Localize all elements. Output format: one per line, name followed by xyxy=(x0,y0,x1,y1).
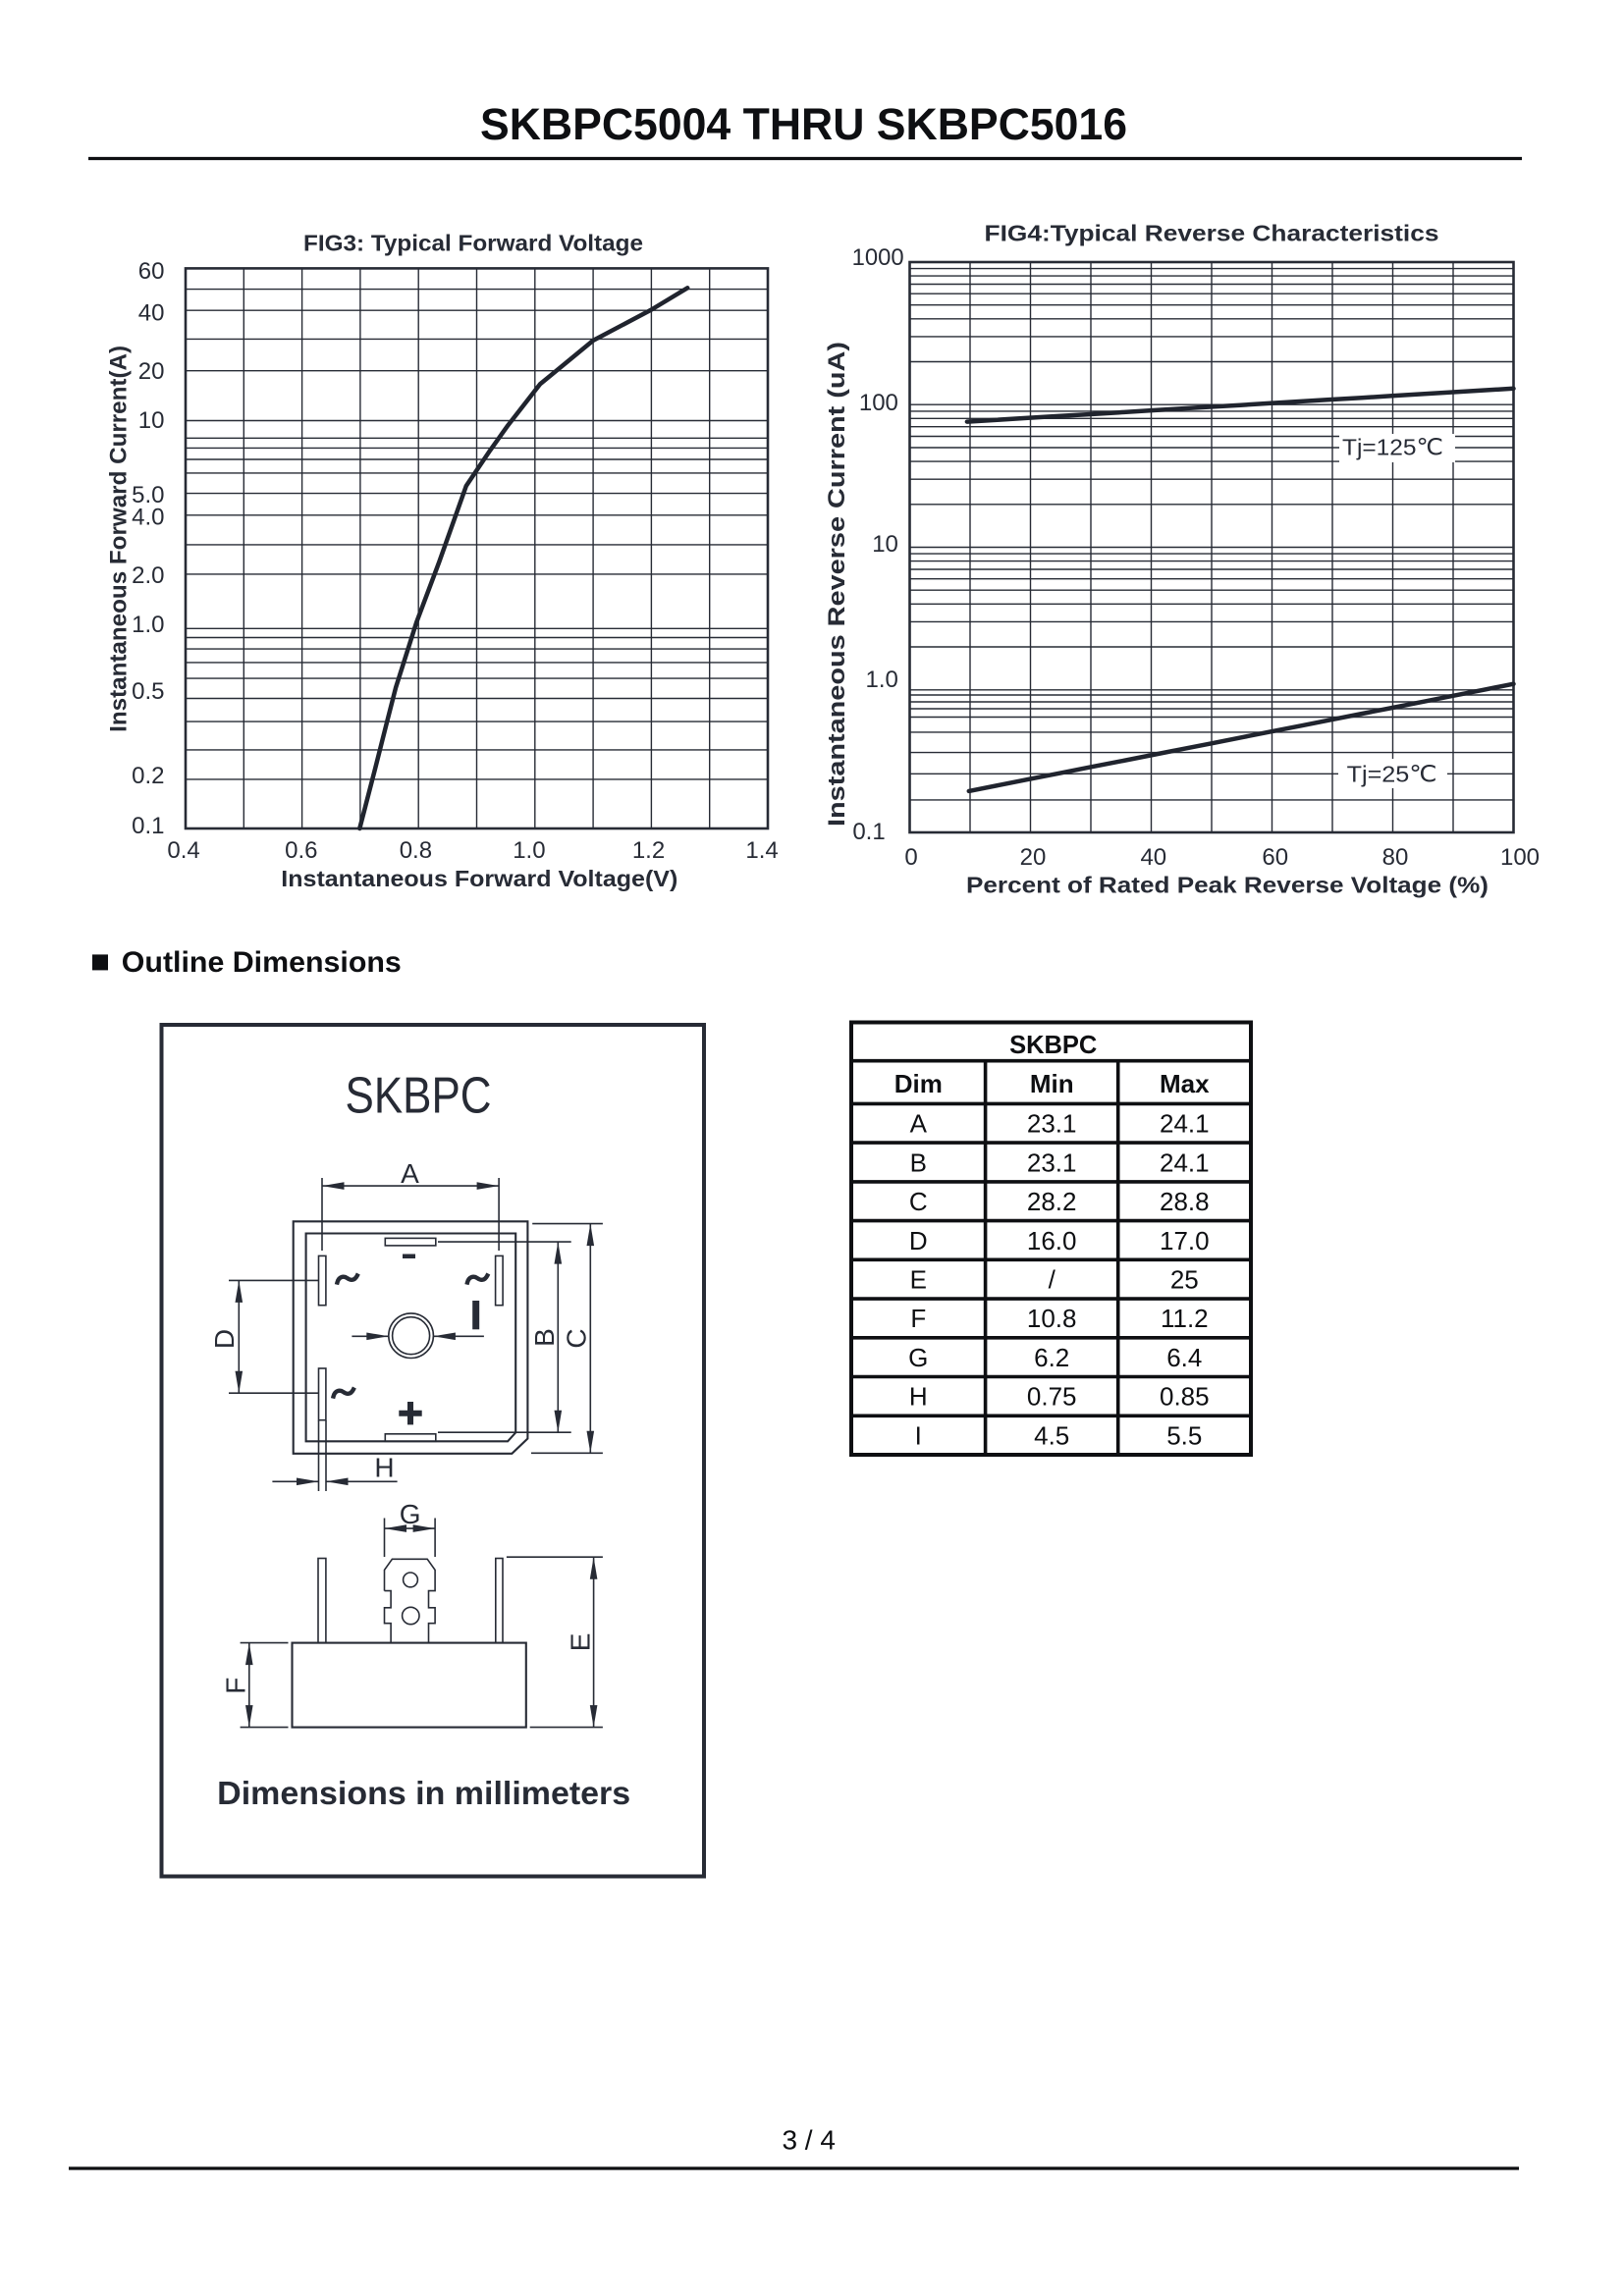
svg-text:100: 100 xyxy=(1500,844,1540,871)
svg-text:E: E xyxy=(910,1265,927,1295)
svg-text:1.0: 1.0 xyxy=(866,667,898,693)
svg-text:23.1: 23.1 xyxy=(1027,1148,1077,1177)
svg-text:23.1: 23.1 xyxy=(1027,1109,1077,1139)
svg-text:SKBPC: SKBPC xyxy=(346,1068,492,1125)
svg-text:D: D xyxy=(909,1226,928,1255)
svg-text:0: 0 xyxy=(904,844,917,871)
svg-text:0.1: 0.1 xyxy=(852,819,885,845)
svg-text:40: 40 xyxy=(1140,844,1166,871)
svg-text:D: D xyxy=(209,1329,240,1349)
svg-text:B: B xyxy=(529,1328,560,1347)
svg-text:FIG4:Typical Reverse Character: FIG4:Typical Reverse Characteristics xyxy=(985,221,1439,246)
svg-text:Tj=125℃: Tj=125℃ xyxy=(1342,435,1443,460)
svg-text:4.0: 4.0 xyxy=(132,505,164,531)
svg-text:Instantaneous Reverse Current: Instantaneous Reverse Current (uA) xyxy=(824,342,850,827)
svg-text:0.6: 0.6 xyxy=(285,837,317,864)
svg-text:40: 40 xyxy=(138,300,165,327)
svg-text:E: E xyxy=(566,1633,596,1652)
svg-text:6.4: 6.4 xyxy=(1166,1343,1202,1372)
svg-text:1.4: 1.4 xyxy=(745,837,778,864)
svg-text:0.75: 0.75 xyxy=(1027,1382,1077,1412)
svg-text:Instantaneous Forward Voltage(: Instantaneous Forward Voltage(V) xyxy=(281,866,677,891)
svg-text:80: 80 xyxy=(1382,844,1409,871)
svg-text:5.5: 5.5 xyxy=(1166,1420,1202,1450)
svg-text:20: 20 xyxy=(1020,844,1047,871)
svg-text:Max: Max xyxy=(1160,1069,1210,1098)
svg-text:SKBPC: SKBPC xyxy=(1009,1032,1097,1059)
svg-text:G: G xyxy=(908,1343,928,1372)
svg-text:A: A xyxy=(910,1109,928,1139)
svg-text:Instantaneous Forward Current(: Instantaneous Forward Current(A) xyxy=(106,346,133,732)
svg-text:H: H xyxy=(909,1382,928,1412)
svg-text:Outline Dimensions: Outline Dimensions xyxy=(122,946,402,979)
svg-text:/: / xyxy=(1049,1265,1056,1295)
svg-text:100: 100 xyxy=(859,390,898,416)
svg-text:1.2: 1.2 xyxy=(632,837,665,864)
svg-text:24.1: 24.1 xyxy=(1160,1148,1210,1177)
svg-text:FIG3: Typical Forward Voltage: FIG3: Typical Forward Voltage xyxy=(303,231,643,256)
svg-text:H: H xyxy=(374,1452,394,1482)
svg-text:SKBPC5004 THRU SKBPC5016: SKBPC5004 THRU SKBPC5016 xyxy=(480,99,1127,149)
svg-text:1.0: 1.0 xyxy=(132,612,164,638)
svg-text:1.0: 1.0 xyxy=(513,837,545,864)
svg-text:0.5: 0.5 xyxy=(132,678,164,705)
svg-text:G: G xyxy=(400,1499,421,1529)
svg-text:F: F xyxy=(910,1304,926,1333)
svg-text:0.4: 0.4 xyxy=(167,837,199,864)
svg-text:60: 60 xyxy=(1262,844,1288,871)
svg-text:5.0: 5.0 xyxy=(132,482,164,508)
svg-text:Tj=25℃: Tj=25℃ xyxy=(1347,761,1437,786)
svg-text:F: F xyxy=(220,1678,250,1694)
svg-text:1000: 1000 xyxy=(852,244,904,271)
svg-text:24.1: 24.1 xyxy=(1160,1109,1210,1139)
svg-text:C: C xyxy=(562,1328,592,1348)
svg-text:0.1: 0.1 xyxy=(132,813,164,839)
svg-text:25: 25 xyxy=(1170,1265,1199,1295)
svg-text:10: 10 xyxy=(138,407,165,434)
svg-text:10: 10 xyxy=(872,531,898,558)
svg-text:I: I xyxy=(915,1420,922,1450)
svg-text:C: C xyxy=(909,1187,928,1216)
svg-text:60: 60 xyxy=(138,258,165,285)
svg-text:2.0: 2.0 xyxy=(132,562,164,589)
svg-text:28.2: 28.2 xyxy=(1027,1187,1077,1216)
svg-text:11.2: 11.2 xyxy=(1161,1304,1209,1333)
svg-text:28.8: 28.8 xyxy=(1160,1187,1210,1216)
svg-text:3 / 4: 3 / 4 xyxy=(782,2125,835,2156)
svg-text:B: B xyxy=(910,1148,927,1177)
svg-text:Min: Min xyxy=(1030,1069,1074,1098)
svg-text:4.5: 4.5 xyxy=(1034,1420,1069,1450)
svg-text:Percent of Rated Peak Reverse: Percent of Rated Peak Reverse Voltage (%… xyxy=(966,873,1489,898)
svg-text:0.85: 0.85 xyxy=(1160,1382,1210,1412)
svg-text:17.0: 17.0 xyxy=(1160,1226,1210,1255)
svg-text:20: 20 xyxy=(138,358,165,385)
svg-text:10.8: 10.8 xyxy=(1027,1304,1077,1333)
svg-text:0.8: 0.8 xyxy=(400,837,432,864)
svg-text:6.2: 6.2 xyxy=(1034,1343,1069,1372)
svg-text:16.0: 16.0 xyxy=(1027,1226,1077,1255)
svg-text:0.2: 0.2 xyxy=(132,763,164,789)
svg-text:Dim: Dim xyxy=(894,1069,943,1098)
svg-text:A: A xyxy=(401,1158,419,1189)
svg-text:Dimensions in millimeters: Dimensions in millimeters xyxy=(217,1775,630,1811)
